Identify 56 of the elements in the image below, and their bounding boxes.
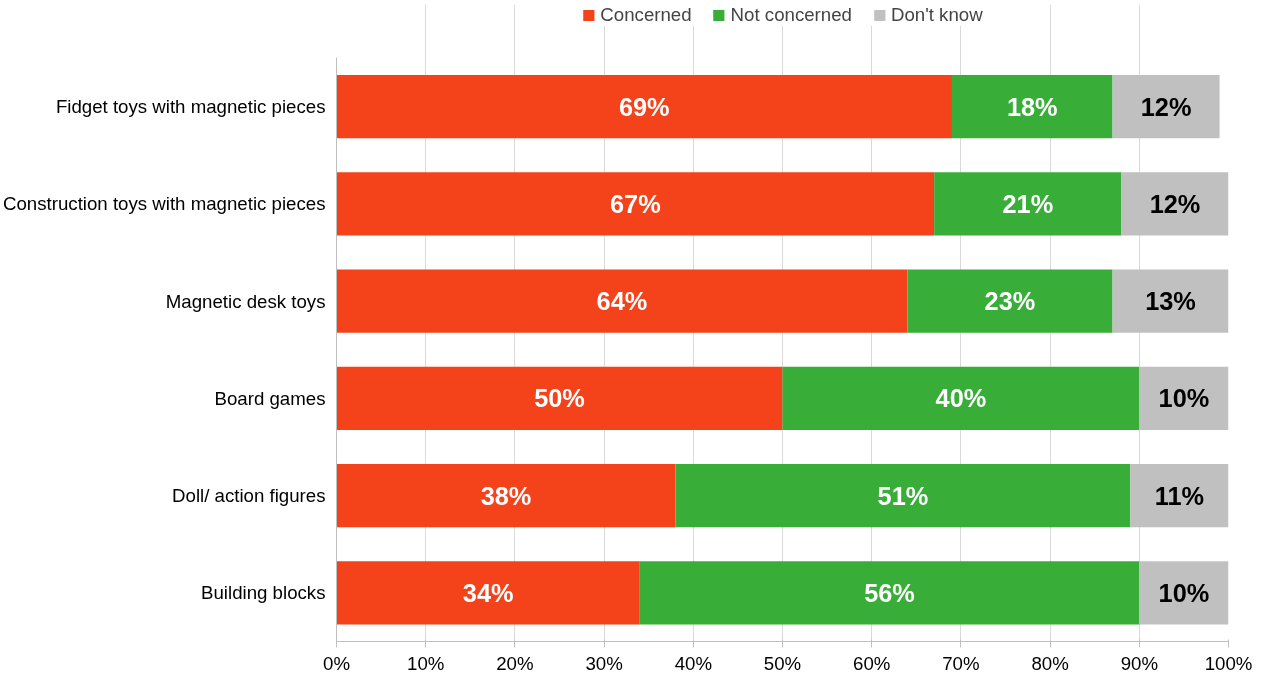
x-tick-label: 50% xyxy=(763,652,802,674)
data-label: 10% xyxy=(1158,384,1210,413)
legend-label: Don't know xyxy=(890,4,983,26)
data-label: 38% xyxy=(480,481,532,510)
bar xyxy=(336,75,952,139)
bar xyxy=(639,561,1140,625)
y-tick-label: Fidget toys with magnetic pieces xyxy=(55,96,326,118)
data-label: 12% xyxy=(1140,92,1192,121)
bar xyxy=(782,366,1140,430)
bar xyxy=(1139,561,1229,625)
x-tick-label: 0% xyxy=(323,652,350,674)
bar xyxy=(675,464,1131,528)
data-label: 11% xyxy=(1154,481,1205,510)
bar xyxy=(951,75,1113,139)
data-label: 21% xyxy=(1002,189,1054,218)
x-tick-label: 80% xyxy=(1031,652,1069,674)
x-tick-label: 70% xyxy=(942,652,980,674)
bar xyxy=(1121,172,1229,236)
legend-label: Concerned xyxy=(600,4,692,26)
data-label: 18% xyxy=(1006,92,1058,121)
x-tick-label: 30% xyxy=(585,652,623,674)
data-label: 34% xyxy=(462,578,514,607)
bar xyxy=(1112,269,1229,333)
bar xyxy=(336,172,935,236)
x-tick-label: 40% xyxy=(674,652,712,674)
data-label: 10% xyxy=(1158,578,1210,607)
y-tick-label: Building blocks xyxy=(201,582,326,604)
bar xyxy=(907,269,1113,333)
x-tick-label: 100% xyxy=(1204,652,1253,674)
bar xyxy=(1130,464,1229,528)
data-label: 56% xyxy=(864,578,915,607)
data-label: 51% xyxy=(877,481,929,510)
data-label: 40% xyxy=(935,384,987,413)
x-tick-label: 60% xyxy=(853,652,891,674)
x-tick-label: 10% xyxy=(407,652,445,674)
data-label: 69% xyxy=(618,92,670,121)
x-tick-label: 90% xyxy=(1120,652,1158,674)
legend-label: Not concerned xyxy=(730,4,852,26)
x-tick-label: 20% xyxy=(496,652,534,674)
data-label: 23% xyxy=(984,287,1036,316)
y-tick-label: Construction toys with magnetic pieces xyxy=(3,193,326,215)
data-label: 13% xyxy=(1145,287,1196,316)
y-tick-label: Doll/ action figures xyxy=(172,485,326,507)
y-tick-label: Magnetic desk toys xyxy=(165,290,326,312)
y-tick-label: Board games xyxy=(214,387,326,409)
data-label: 50% xyxy=(534,384,585,413)
bar xyxy=(1139,366,1229,430)
data-label: 64% xyxy=(596,287,648,316)
bar xyxy=(336,269,908,333)
bar xyxy=(336,366,783,430)
bar xyxy=(336,464,676,528)
data-label: 12% xyxy=(1149,189,1201,218)
bar xyxy=(336,561,640,625)
data-label: 67% xyxy=(609,189,661,218)
bar xyxy=(1112,75,1220,139)
bar xyxy=(934,172,1122,236)
